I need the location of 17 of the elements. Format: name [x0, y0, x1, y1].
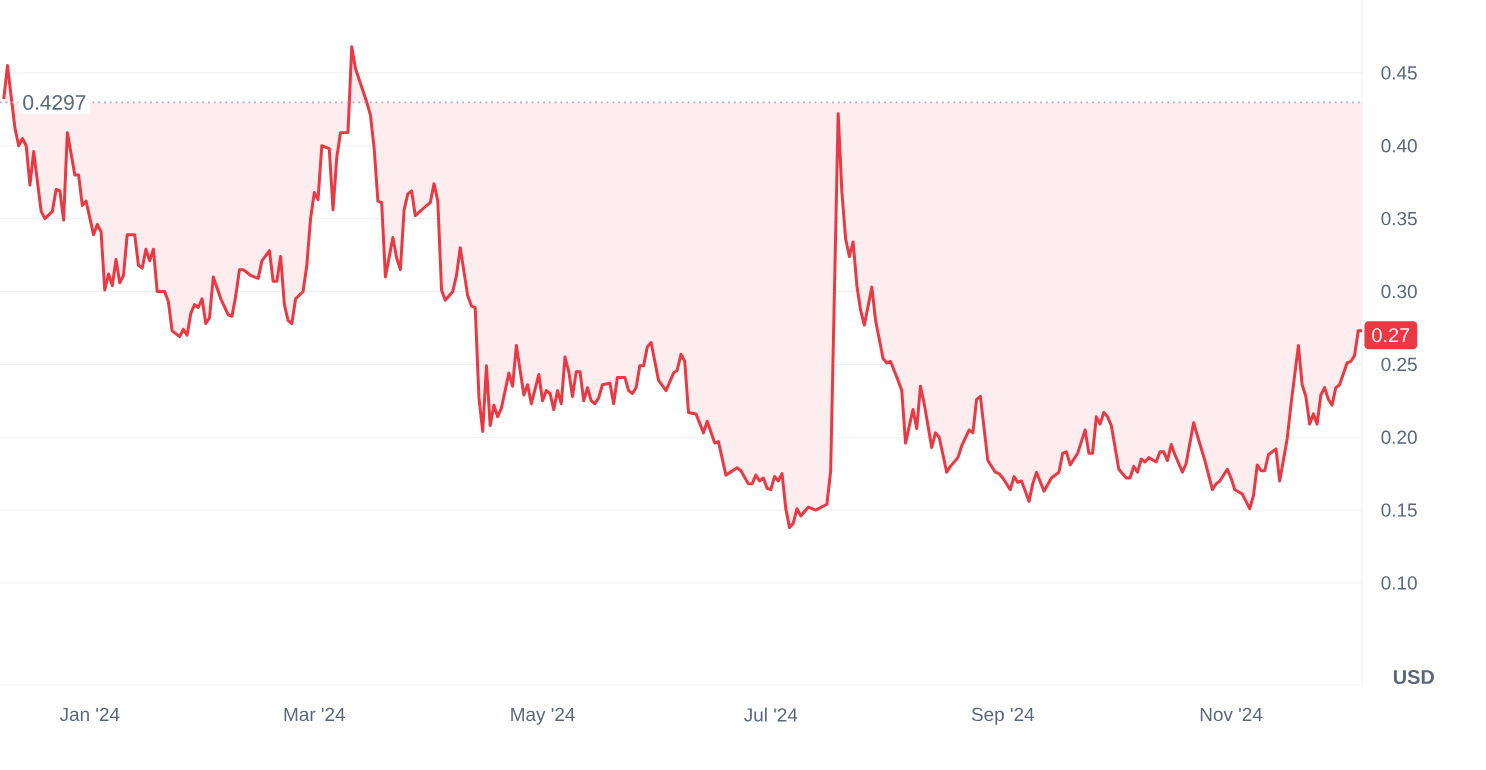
- x-tick-label: May '24: [511, 707, 575, 725]
- y-tick-label: 0.35: [1381, 211, 1417, 226]
- y-tick-label: 0.45: [1381, 66, 1417, 80]
- annotation: 0.27: [1372, 328, 1410, 343]
- y-tick-label: 0.15: [1381, 503, 1417, 517]
- x-tick-label: Sep '24: [971, 707, 1035, 725]
- y-tick-label: 0.25: [1381, 357, 1417, 372]
- x-tick-label: Nov '24: [1200, 707, 1263, 722]
- x-tick-label: Jan '24: [59, 707, 120, 722]
- y-tick-label: 0.10: [1381, 576, 1417, 590]
- ref-line-label: 0.4297: [23, 95, 86, 110]
- y-axis-title: USD: [1393, 669, 1434, 685]
- y-tick-label: 0.20: [1381, 430, 1417, 444]
- y-tick-label: 0.30: [1381, 284, 1417, 299]
- y-tick-label: 0.40: [1381, 139, 1417, 153]
- x-tick-label: Mar '24: [284, 707, 345, 722]
- x-tick-label: Jul '24: [744, 707, 798, 722]
